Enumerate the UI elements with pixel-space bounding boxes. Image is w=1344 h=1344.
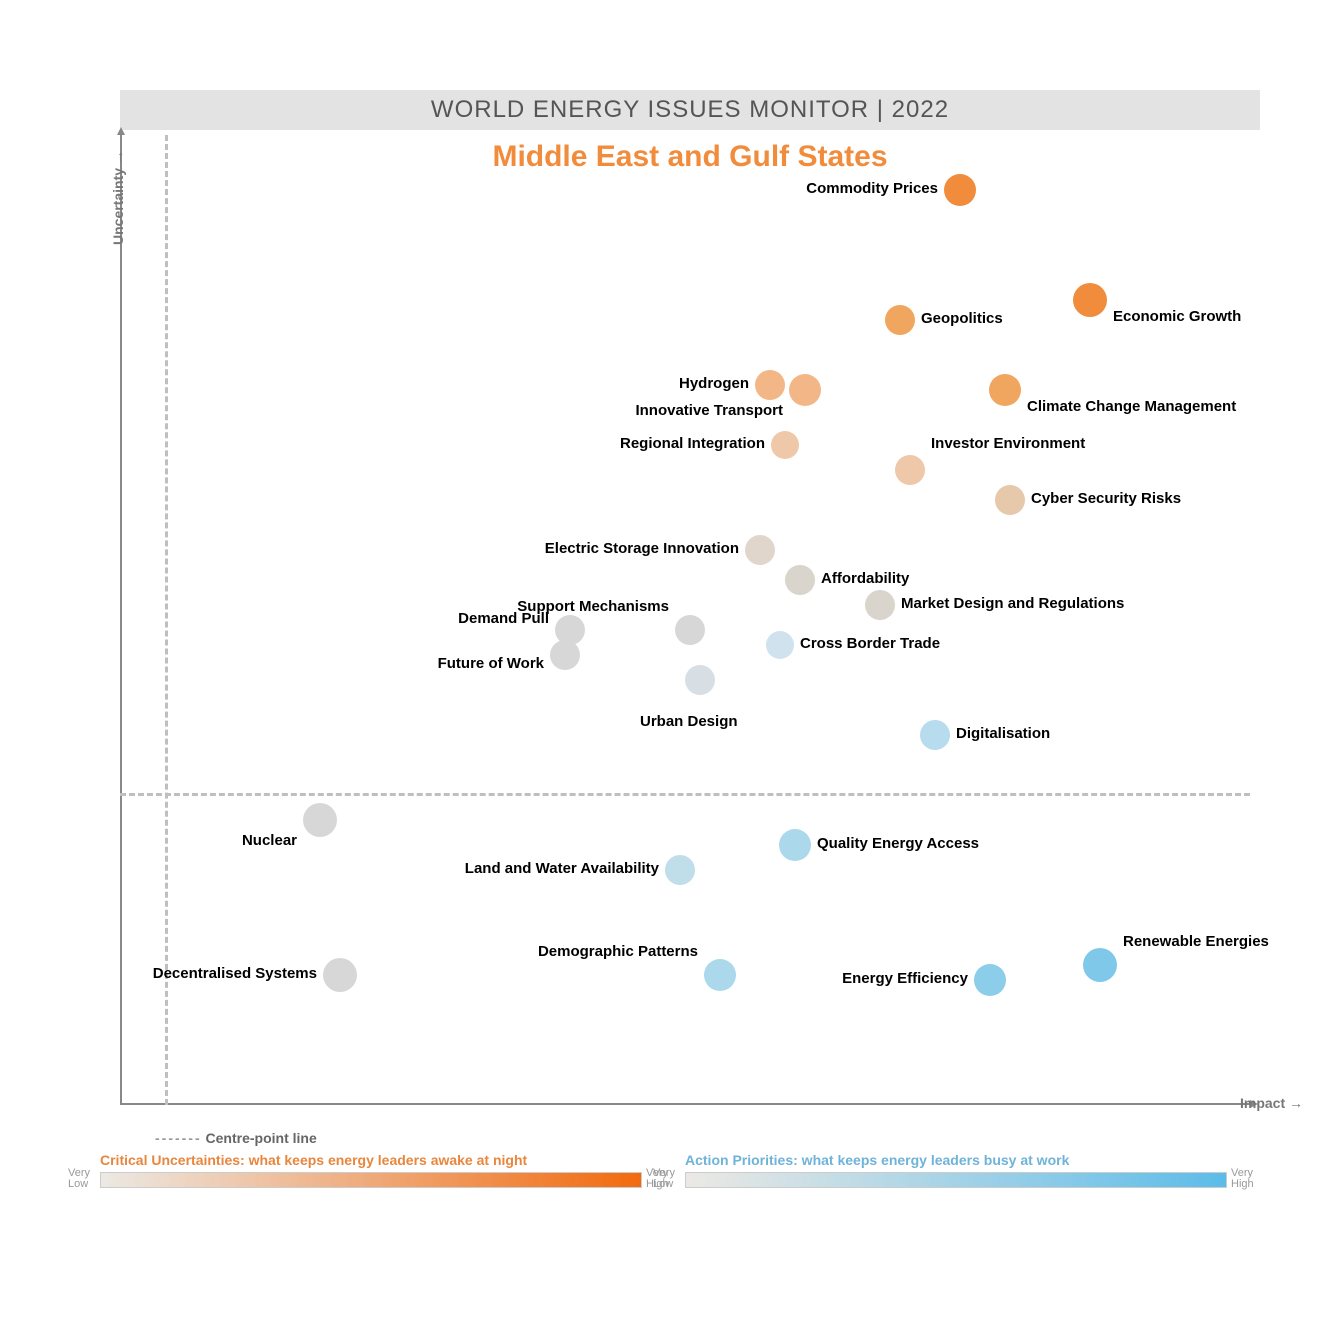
bubble [895,455,925,485]
bubble-label: Energy Efficiency [842,970,968,987]
bubble-label: Investor Environment [931,435,1085,452]
bubble [685,665,715,695]
header-bar: WORLD ENERGY ISSUES MONITOR | 2022 [120,90,1260,130]
bubble-label: Market Design and Regulations [901,595,1124,612]
x-axis-line [120,1103,1250,1105]
legend-orange-low: Very Low [68,1168,90,1190]
bubble-label: Renewable Energies [1123,933,1269,950]
bubble [785,565,815,595]
scatter-plot: Commodity Prices Economic Growth Geopoliti… [120,135,1250,1105]
bubble-label: Innovative Transport [635,402,783,419]
bubble [771,431,799,459]
bubble-label: Demographic Patterns [538,943,698,960]
bubble [995,485,1025,515]
y-axis-label: Uncertainty → [110,150,126,245]
legend-gradient-blue [685,1172,1227,1188]
bubble [675,615,705,645]
legend-blue-high: Very High [1231,1168,1254,1190]
bubble-label: Regional Integration [620,435,765,452]
bubble [789,374,821,406]
bubble [989,374,1021,406]
bubble-label: Electric Storage Innovation [545,540,739,557]
header-title: WORLD ENERGY ISSUES MONITOR | 2022 [431,96,949,123]
x-axis-label: Impact → [1240,1095,1303,1111]
bubble-label: Cross Border Trade [800,635,940,652]
bubble-label: Future of Work [438,655,544,672]
bubble [665,855,695,885]
bubble-label: Commodity Prices [806,180,938,197]
y-axis-line [120,135,122,1105]
bubble [779,829,811,861]
bubble [944,174,976,206]
legend-blue-low: Very Low [653,1168,675,1190]
bubble [303,803,337,837]
bubble-label: Hydrogen [679,375,749,392]
bubble [1073,283,1107,317]
bubble-label: Digitalisation [956,725,1050,742]
bubble-label: Economic Growth [1113,308,1241,325]
y-axis-arrow [117,127,125,135]
bubble [766,631,794,659]
bubble-label: Affordability [821,570,909,587]
bubble-label: Land and Water Availability [465,860,659,877]
bubble [974,964,1006,996]
legend-gradient-orange [100,1172,642,1188]
bubble-label: Geopolitics [921,310,1003,327]
legend-caption-critical-uncertainties: Critical Uncertainties: what keeps energ… [100,1152,527,1168]
bubble [920,720,950,750]
centre-line-horizontal [120,793,1250,796]
centre-line-vertical [165,135,168,1105]
bubble-label: Climate Change Management [1027,398,1236,415]
bubble-label: Decentralised Systems [153,965,317,982]
bubble-label: Nuclear [242,832,297,849]
bubble [865,590,895,620]
bubble [1083,948,1117,982]
bubble-label: Cyber Security Risks [1031,490,1181,507]
bubble [745,535,775,565]
legend-caption-action-priorities: Action Priorities: what keeps energy lea… [685,1152,1069,1168]
bubble [755,370,785,400]
bubble [323,958,357,992]
centre-point-line-legend: ------- Centre-point line [155,1130,317,1146]
bubble-label: Urban Design [640,713,738,730]
bubble-label: Quality Energy Access [817,835,979,852]
bubble [550,640,580,670]
bubble [885,305,915,335]
bubble [704,959,736,991]
bubble-label: Demand Pull [458,610,549,627]
centre-point-line-label: Centre-point line [206,1130,317,1146]
